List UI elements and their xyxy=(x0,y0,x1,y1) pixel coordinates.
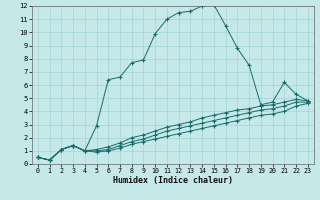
X-axis label: Humidex (Indice chaleur): Humidex (Indice chaleur) xyxy=(113,176,233,185)
